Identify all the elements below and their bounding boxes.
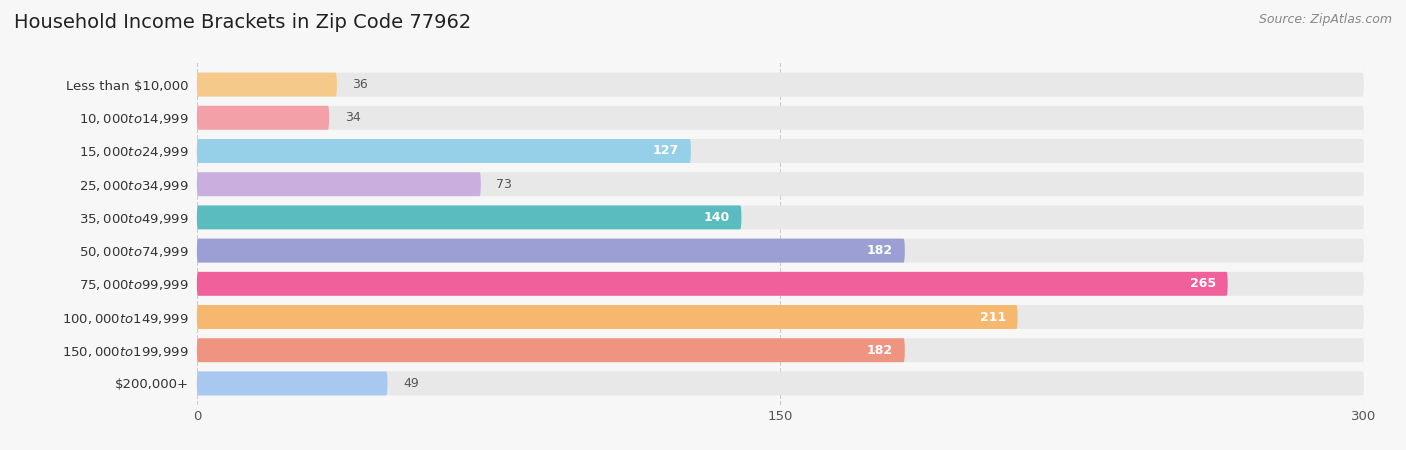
- FancyBboxPatch shape: [197, 172, 481, 196]
- FancyBboxPatch shape: [197, 72, 337, 97]
- FancyBboxPatch shape: [197, 206, 741, 230]
- Text: 211: 211: [980, 310, 1005, 324]
- FancyBboxPatch shape: [197, 72, 1364, 97]
- Text: 182: 182: [868, 344, 893, 357]
- FancyBboxPatch shape: [197, 272, 1364, 296]
- FancyBboxPatch shape: [197, 272, 1227, 296]
- FancyBboxPatch shape: [197, 206, 1364, 230]
- FancyBboxPatch shape: [197, 338, 905, 362]
- FancyBboxPatch shape: [197, 172, 1364, 196]
- FancyBboxPatch shape: [197, 106, 329, 130]
- Text: 140: 140: [703, 211, 730, 224]
- Text: Household Income Brackets in Zip Code 77962: Household Income Brackets in Zip Code 77…: [14, 14, 471, 32]
- FancyBboxPatch shape: [197, 238, 905, 262]
- FancyBboxPatch shape: [197, 371, 1364, 396]
- FancyBboxPatch shape: [197, 338, 1364, 362]
- FancyBboxPatch shape: [197, 238, 1364, 262]
- Text: Source: ZipAtlas.com: Source: ZipAtlas.com: [1258, 14, 1392, 27]
- FancyBboxPatch shape: [197, 139, 690, 163]
- Text: 265: 265: [1189, 277, 1216, 290]
- Text: 49: 49: [404, 377, 419, 390]
- Text: 73: 73: [496, 178, 512, 191]
- FancyBboxPatch shape: [197, 371, 388, 396]
- Text: 182: 182: [868, 244, 893, 257]
- FancyBboxPatch shape: [197, 106, 1364, 130]
- Text: 34: 34: [344, 111, 360, 124]
- Text: 36: 36: [353, 78, 368, 91]
- Text: 127: 127: [652, 144, 679, 158]
- FancyBboxPatch shape: [197, 305, 1018, 329]
- FancyBboxPatch shape: [197, 139, 1364, 163]
- FancyBboxPatch shape: [197, 305, 1364, 329]
